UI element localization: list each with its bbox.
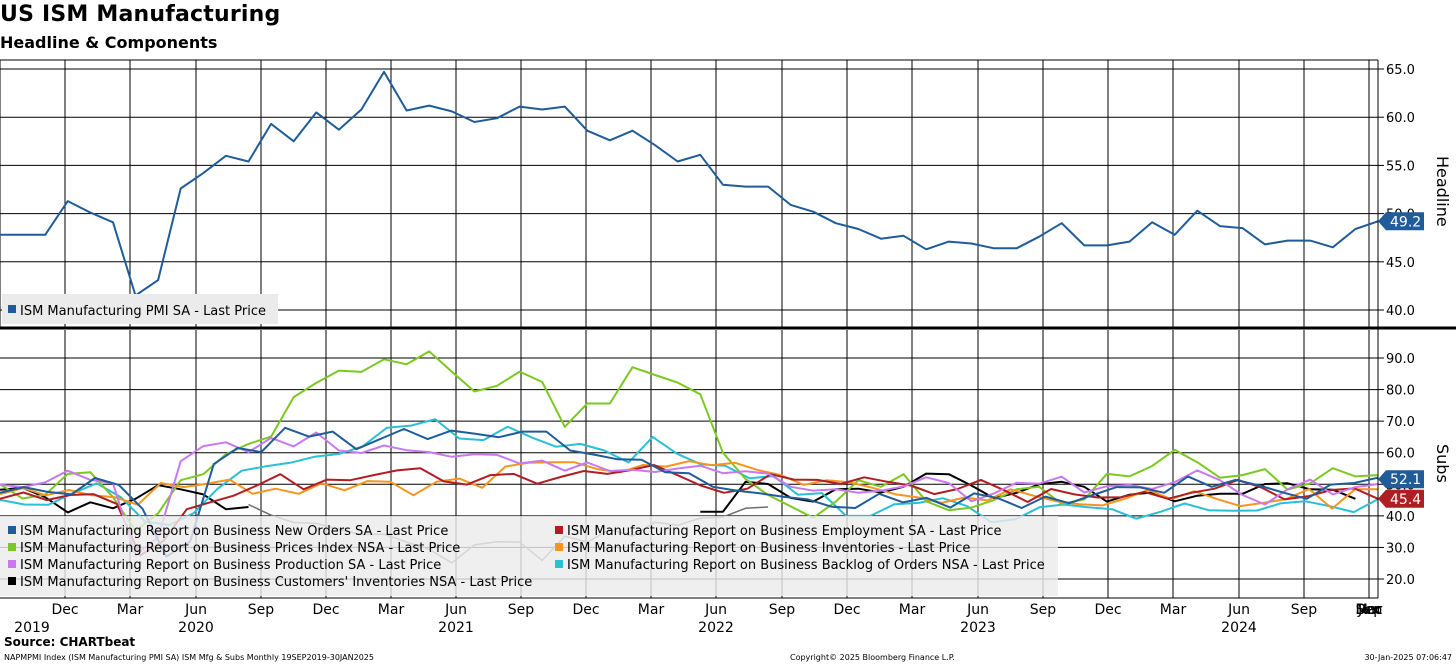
label-layer: 49.2 52.1 45.4 bbox=[1378, 212, 1424, 508]
value-tag-label: 52.1 bbox=[1390, 472, 1421, 488]
footer-timestamp: 30-Jan-2025 07:06:47 bbox=[1364, 653, 1452, 662]
y-tick-label: 40.0 bbox=[1386, 510, 1415, 525]
x-tick-label: Dec bbox=[572, 602, 599, 618]
y-tick-label: 20.0 bbox=[1386, 573, 1415, 588]
x-tick-label: Mar bbox=[117, 602, 144, 618]
y-tick-label: 30.0 bbox=[1386, 541, 1415, 556]
y-tick-label: 45.0 bbox=[1386, 256, 1415, 271]
x-tick-label: Mar bbox=[378, 602, 405, 618]
x-year-label: 2021 bbox=[438, 620, 474, 636]
legend-label: ISM Manufacturing Report on Business Cus… bbox=[20, 575, 532, 590]
footer-left: NAPMPMI Index (ISM Manufacturing PMI SA)… bbox=[4, 653, 374, 662]
legend-swatch bbox=[8, 577, 16, 585]
legend-label: ISM Manufacturing Report on Business Pro… bbox=[20, 558, 441, 573]
y-tick-label: 60.0 bbox=[1386, 447, 1415, 462]
x-tick-label: Mar bbox=[638, 602, 665, 618]
x-tick-label: Sep bbox=[508, 602, 535, 618]
y-tick-label: 90.0 bbox=[1386, 352, 1415, 367]
legend-layer: ISM Manufacturing PMI SA - Last Price ISM… bbox=[0, 294, 1058, 596]
x-tick-label: Jun bbox=[966, 602, 989, 618]
x-tick-label: Dec bbox=[1355, 602, 1382, 618]
x-tick-label: Dec bbox=[51, 602, 78, 618]
y-tick-label: 80.0 bbox=[1386, 384, 1415, 399]
x-tick-label: Mar bbox=[899, 602, 926, 618]
y-tick-label: 40.0 bbox=[1386, 304, 1415, 319]
x-year-label: 2019 bbox=[14, 620, 50, 636]
x-tick-label: Jun bbox=[444, 602, 467, 618]
legend-label: ISM Manufacturing PMI SA - Last Price bbox=[20, 304, 266, 319]
x-year-label: 2024 bbox=[1221, 620, 1257, 636]
new-orders-line bbox=[0, 426, 1379, 558]
value-tag-shape bbox=[1378, 489, 1424, 508]
x-tick-label: Jun bbox=[704, 602, 727, 618]
value-tag-label: 45.4 bbox=[1390, 492, 1421, 508]
value-tag-shape bbox=[1378, 212, 1424, 231]
x-year-label: 2022 bbox=[698, 620, 734, 636]
legend-swatch bbox=[8, 305, 16, 313]
x-tick-label: Jun bbox=[1227, 602, 1250, 618]
y-tick-label: 60.0 bbox=[1386, 111, 1415, 126]
x-tick-label: Sep bbox=[1291, 602, 1318, 618]
chart-title: US ISM Manufacturing bbox=[0, 2, 281, 27]
x-year-label: 2023 bbox=[960, 620, 996, 636]
axis-layer: 40.045.050.055.060.065.020.030.040.050.0… bbox=[0, 59, 1456, 636]
employment-line bbox=[0, 464, 1379, 557]
legend-label: ISM Manufacturing Report on Business Emp… bbox=[567, 524, 1002, 539]
y-tick-label: 55.0 bbox=[1386, 159, 1415, 174]
y-tick-label: 65.0 bbox=[1386, 63, 1415, 78]
x-tick-label: Dec bbox=[833, 602, 860, 618]
y-tick-label: 70.0 bbox=[1386, 415, 1415, 430]
value-tag-shape bbox=[1378, 470, 1424, 489]
legend-label: ISM Manufacturing Report on Business Inv… bbox=[567, 541, 970, 556]
x-tick-label: Dec bbox=[1094, 602, 1121, 618]
x-tick-label: Mar bbox=[1160, 602, 1187, 618]
source-note: Source: CHARTbeat bbox=[4, 635, 136, 649]
x-tick-label: Sep bbox=[769, 602, 796, 618]
x-tick-label: Jun bbox=[1357, 602, 1380, 618]
headline-last-value: 49.2 bbox=[1378, 212, 1424, 231]
x-tick-label: Sep bbox=[1030, 602, 1057, 618]
subs-last-value-upper: 52.1 bbox=[1378, 470, 1424, 489]
legend-swatch bbox=[555, 526, 563, 534]
value-tag-label: 49.2 bbox=[1390, 214, 1421, 230]
x-tick-label: Dec bbox=[1355, 602, 1382, 618]
top-legend-box bbox=[2, 294, 278, 324]
legend-swatch bbox=[8, 526, 16, 534]
subs-last-value-lower: 45.4 bbox=[1378, 489, 1424, 508]
bottom-axis-title: Subs bbox=[1433, 444, 1452, 483]
legend-swatch bbox=[555, 560, 563, 568]
legend-swatch bbox=[8, 560, 16, 568]
legend-swatch bbox=[8, 543, 16, 551]
legend-swatch bbox=[555, 543, 563, 551]
legend-label: ISM Manufacturing Report on Business New… bbox=[20, 524, 448, 539]
headline-line bbox=[0, 70, 1379, 297]
x-year-label: 2020 bbox=[178, 620, 214, 636]
x-tick-label: Sep bbox=[1356, 602, 1383, 618]
chart-subtitle: Headline & Components bbox=[0, 33, 218, 52]
legend-label: ISM Manufacturing Report on Business Pri… bbox=[20, 541, 460, 556]
x-tick-label: Dec bbox=[312, 602, 339, 618]
bottom-legend-box bbox=[0, 516, 1058, 596]
legend-label: ISM Manufacturing Report on Business Bac… bbox=[567, 558, 1045, 573]
x-tick-label: Mar bbox=[1356, 602, 1383, 618]
top-axis-title: Headline bbox=[1433, 156, 1452, 227]
x-tick-label: Sep bbox=[248, 602, 275, 618]
footer-copyright: Copyright© 2025 Bloomberg Finance L.P. bbox=[790, 653, 955, 662]
x-tick-label: Jun bbox=[184, 602, 207, 618]
